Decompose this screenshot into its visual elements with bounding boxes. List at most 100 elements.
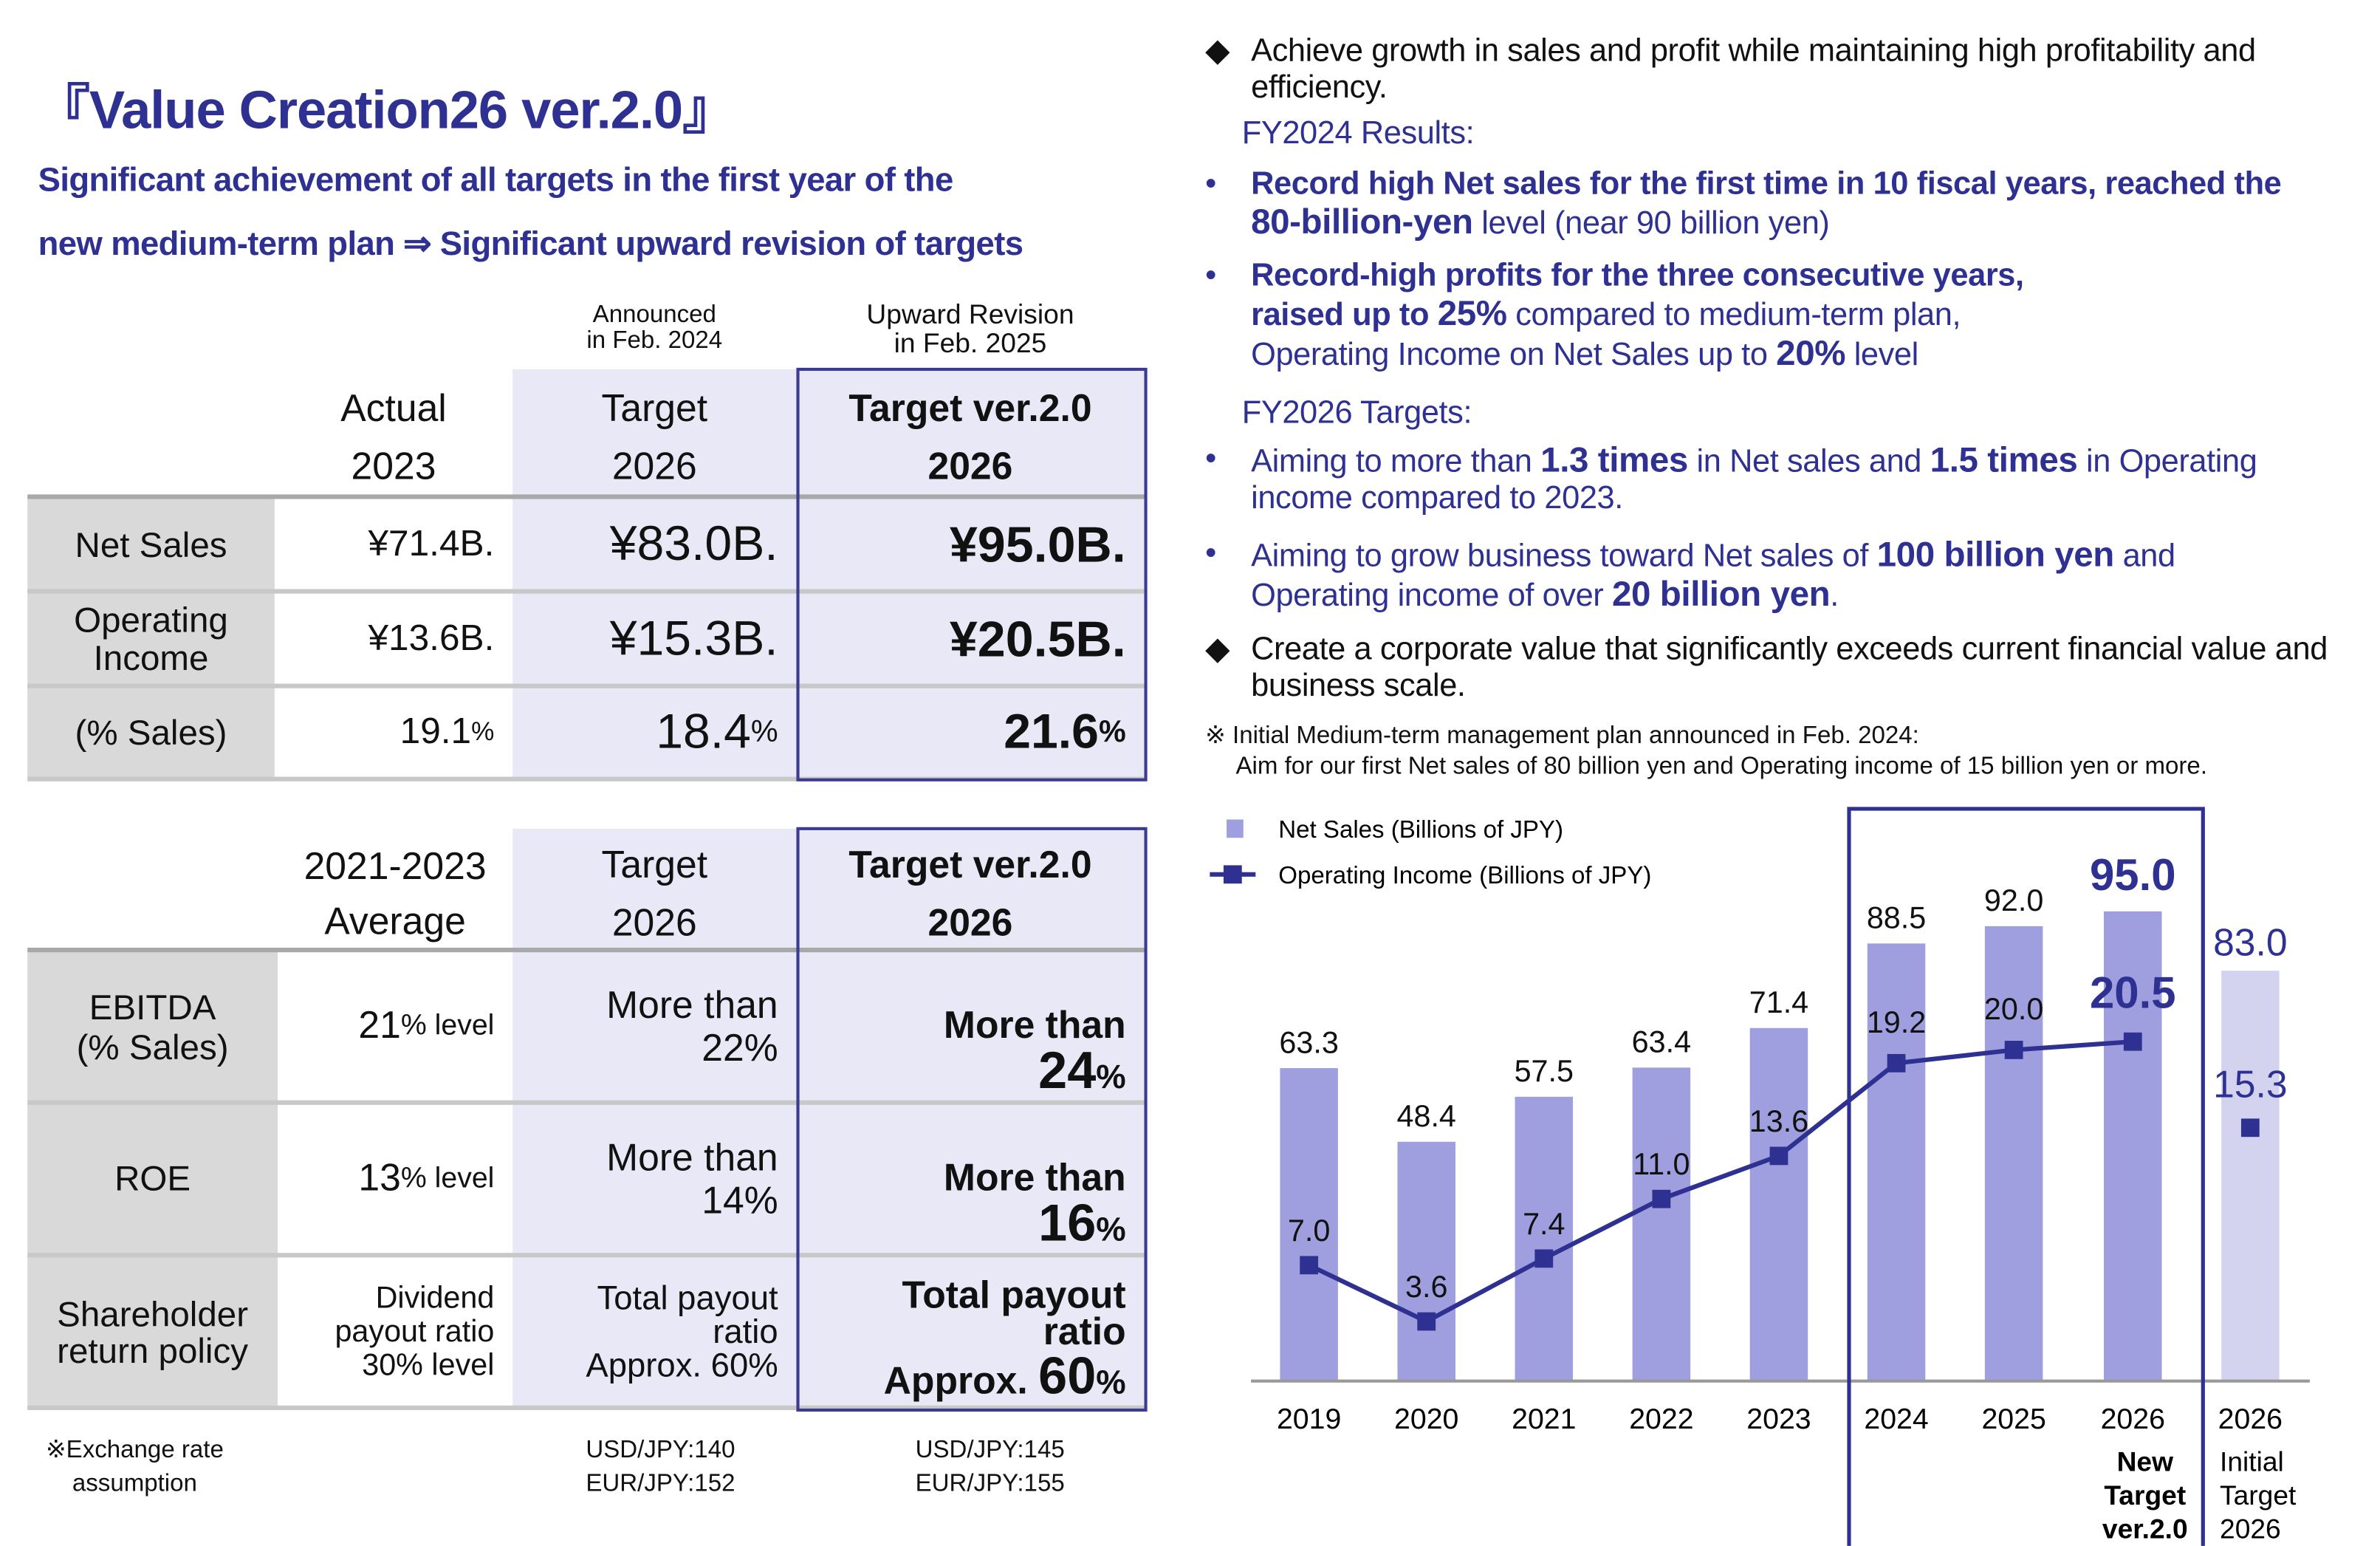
value: 13	[358, 1157, 401, 1200]
fy2024-heading: FY2024 Results:	[1241, 116, 1475, 151]
legend-bar-swatch-icon	[1227, 819, 1244, 838]
text: Aiming to grow business toward Net sales…	[1251, 538, 1877, 574]
point-corporate-value: ◆ Create a corporate value that significa…	[1205, 632, 2364, 705]
row-label-net-sales: Net Sales	[75, 524, 227, 565]
bar-label: 71.4	[1749, 985, 1808, 1019]
operating-income-label: 3.6	[1405, 1270, 1447, 1304]
unit: %	[1096, 1210, 1126, 1249]
ebitda-v2: More than 24%	[796, 952, 1144, 1100]
bullet-text: Record high Net sales for the first time…	[1251, 166, 2334, 242]
operating-income-label: 13.6	[1749, 1104, 1808, 1138]
bold-text: 1.3 times	[1540, 439, 1688, 479]
operating-income-label: 20.5	[2090, 968, 2176, 1018]
operating-income-marker	[2240, 1118, 2260, 1138]
operating-income-marker	[2123, 1032, 2142, 1051]
shareholder-v2: Total payout ratio Approx. 60%	[796, 1257, 1144, 1405]
operating-income-label: 7.0	[1288, 1214, 1330, 1248]
bold-text: 20%	[1776, 332, 1846, 373]
header-target: Target 2026	[601, 844, 708, 945]
pct-sales-actual: 19.1%	[275, 688, 512, 777]
note-line-2: Aim for our first Net sales of 80 billio…	[1235, 753, 2208, 780]
text: level	[1845, 337, 1919, 373]
legend-marker-icon	[1223, 865, 1242, 884]
roe-target: More than 14%	[606, 1136, 778, 1222]
bullet-icon: •	[1205, 258, 1216, 293]
value: 19.1	[399, 711, 472, 753]
bar-label: 48.4	[1397, 1099, 1456, 1133]
diamond-bullet-icon: ◆	[1205, 632, 1230, 667]
text: .	[1830, 578, 1839, 614]
subtitle-line-2: new medium-term plan ⇒ Significant upwar…	[38, 224, 1023, 263]
x-tick-label: 2024	[1864, 1403, 1928, 1435]
operating-income-marker	[1534, 1249, 1554, 1268]
x-tick-label: 2026	[2101, 1403, 2165, 1435]
bar-2021	[1515, 1096, 1574, 1381]
operating-income-label: 19.2	[1867, 1005, 1926, 1039]
x-tick-label: 2025	[1981, 1403, 2045, 1435]
diamond-bullet-icon: ◆	[1205, 33, 1230, 69]
sales-income-chart: Net Sales (Billions of JPY) Operating Inc…	[1210, 807, 2310, 1546]
operating-income-marker	[1887, 1053, 1906, 1073]
v2-prefix: Total payout ratio	[902, 1274, 1126, 1355]
operating-income-marker	[1417, 1312, 1436, 1331]
net-sales-actual: ¥71.4B.	[368, 524, 495, 566]
x-tick-label: 2023	[1746, 1403, 1811, 1435]
row-label-roe: ROE	[114, 1158, 191, 1199]
text: in Net sales and	[1687, 444, 1930, 479]
bar-2024	[1867, 943, 1926, 1381]
operating-income-line	[1308, 1039, 2133, 1324]
row-label-shareholder-return: Shareholder return policy	[57, 1293, 249, 1370]
unit: %	[750, 714, 778, 749]
bold-text: 80-billion-yen	[1251, 201, 1473, 242]
exchange-rate-v2: USD/JPY:145 EUR/JPY:155	[915, 1437, 1065, 1497]
x-tick-sublabel: Target	[2220, 1480, 2297, 1511]
label-column-bg	[27, 496, 275, 779]
x-tick-sublabel: Target	[2104, 1480, 2186, 1511]
value: 21.6	[1004, 703, 1099, 759]
bar-label: 95.0	[2090, 850, 2176, 900]
subtitle-line-1: Significant achievement of all targets i…	[38, 160, 954, 199]
bold-text: Record-high profits for the three consec…	[1251, 258, 2024, 293]
bold-text: 1.5 times	[1930, 439, 2078, 479]
bold-text: 100 billion yen	[1876, 534, 2115, 574]
bold-text: 20 billion yen	[1611, 573, 1831, 614]
bar-label: 92.0	[1984, 883, 2043, 917]
page-title: 『Value Creation26 ver.2.0』	[36, 81, 736, 141]
revision-note: Upward Revision in Feb. 2025	[866, 299, 1074, 359]
bullet-icon: •	[1205, 536, 1216, 571]
bar-2022	[1632, 1067, 1691, 1381]
operating-income-label: 15.3	[2213, 1062, 2288, 1105]
highlight-box	[1847, 807, 2205, 1546]
v2-prefix: More than	[943, 1004, 1126, 1047]
x-tick-sublabel: ver.2.0	[2102, 1513, 2188, 1545]
exchange-rate-label: ※Exchange rate assumption	[45, 1437, 224, 1497]
text: in Operating income compared to 2023.	[1251, 444, 2257, 516]
legend-net-sales: Net Sales (Billions of JPY)	[1278, 816, 1563, 844]
bar-2020	[1397, 1141, 1455, 1381]
fy2024-bullet: • Record high Net sales for the first tim…	[1205, 166, 2334, 242]
operating-income-target: ¥15.3B.	[609, 610, 778, 666]
value: 16	[1038, 1195, 1097, 1253]
bar-label: 83.0	[2213, 920, 2288, 963]
text: Aiming to more than	[1251, 444, 1541, 479]
text: compared to medium-term plan, Operating …	[1251, 297, 1961, 373]
unit: %	[1096, 1058, 1126, 1097]
operating-income-actual: ¥13.6B.	[368, 618, 495, 660]
fy2026-heading: FY2026 Targets:	[1241, 395, 1472, 431]
shareholder-average: Dividend payout ratio 30% level	[335, 1281, 495, 1382]
operating-income-marker	[1652, 1189, 1671, 1208]
x-tick-label: 2022	[1629, 1403, 1693, 1435]
value: 21	[358, 1005, 401, 1048]
value: 18.4	[656, 703, 751, 759]
exchange-rate-target: USD/JPY:140 EUR/JPY:152	[586, 1437, 735, 1497]
row-label-pct-sales: (% Sales)	[75, 712, 227, 753]
point-growth: ◆ Achieve growth in sales and profit whil…	[1205, 33, 2349, 106]
unit: %	[471, 717, 495, 747]
header-v2: Target ver.2.0 2026	[848, 844, 1092, 945]
fy2026-bullet: • Aiming to grow business toward Net sale…	[1205, 536, 2273, 615]
x-tick-label: 2026	[2218, 1403, 2283, 1435]
x-tick-label: 2019	[1277, 1403, 1341, 1435]
label-column-bg	[27, 949, 278, 1409]
bold-text: raised up to	[1251, 297, 1430, 333]
ebitda-average: 21% level	[278, 952, 512, 1100]
